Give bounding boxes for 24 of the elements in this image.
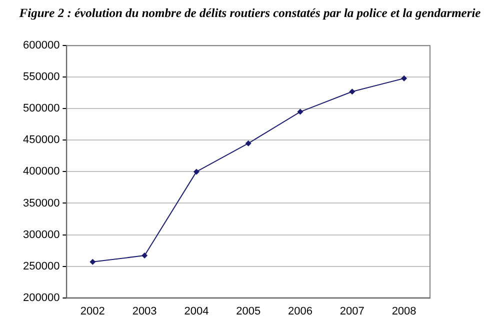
point [90,258,96,265]
y-tick-label: 250000 [22,260,60,272]
point [297,108,304,115]
x-tick-label: 2004 [184,305,209,318]
point [401,75,408,82]
y-tick-label: 450000 [22,134,60,146]
y-tick-label: 500000 [22,102,60,115]
x-tick-label: 2002 [80,305,105,318]
y-tick-label: 350000 [22,197,60,210]
point [349,88,356,95]
x-tick-label: 2007 [340,305,364,318]
x-tick-label: 2006 [288,305,312,318]
point [193,168,200,175]
y-tick-label: 550000 [22,71,60,84]
point [245,140,252,146]
y-tick-label: 200000 [22,292,60,304]
point [142,252,148,259]
y-tick-label: 600000 [22,40,60,52]
x-tick-label: 2003 [132,305,157,318]
x-tick-label: 2005 [236,305,261,318]
y-tick-label: 300000 [22,228,60,241]
x-tick-label: 2008 [392,305,416,318]
chart-title: Figure 2 : évolution du nombre de délits routiers constatés par la police et la gendarmerie [18,6,482,21]
y-tick-label: 400000 [22,166,60,178]
